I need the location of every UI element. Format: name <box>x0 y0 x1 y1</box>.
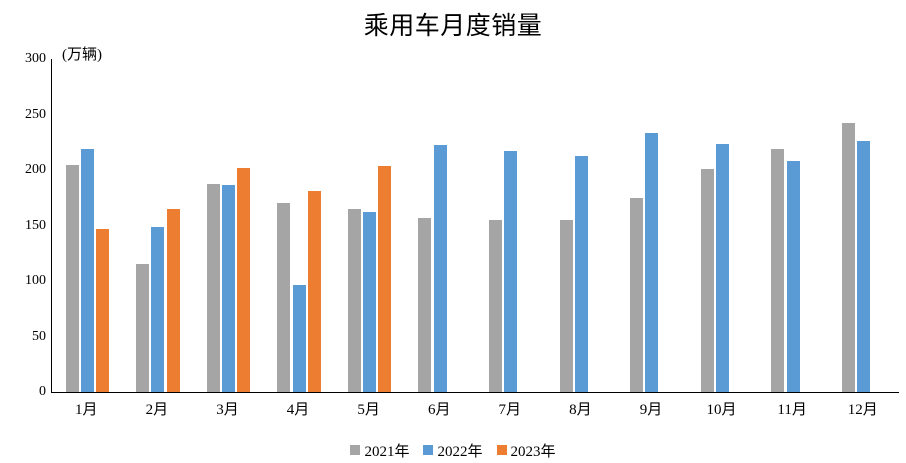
x-axis-label-6月: 6月 <box>427 402 451 418</box>
y-axis-label-50: 50 <box>32 328 46 344</box>
bar-2023年-2月 <box>166 208 180 392</box>
bar-2022年-9月 <box>645 133 659 392</box>
x-axis-label-4月: 4月 <box>286 402 310 418</box>
x-axis-label-12月: 12月 <box>847 402 878 418</box>
y-axis-label-200: 200 <box>25 162 46 177</box>
bar-2021年-3月 <box>206 184 220 392</box>
legend-swatch-icon <box>423 445 434 455</box>
bar-2023年-3月 <box>237 168 251 392</box>
bar-2021年-6月 <box>418 217 432 392</box>
legend-item-2021年: 2021年 <box>350 440 409 461</box>
x-axis-label-5月: 5月 <box>357 402 380 418</box>
plot-area <box>51 59 899 393</box>
y-axis-unit-label: (万辆) <box>62 47 102 63</box>
legend-swatch-icon <box>350 445 361 455</box>
bar-2023年-4月 <box>307 190 321 392</box>
bar-2023年-5月 <box>378 166 392 392</box>
bar-2021年-7月 <box>489 219 503 392</box>
legend-item-2022年: 2022年 <box>423 440 483 461</box>
bar-2021年-2月 <box>136 263 150 392</box>
chart-legend: 2021年 2022年 2023年 <box>0 440 906 460</box>
bar-2021年-12月 <box>841 123 855 392</box>
y-axis-label-250: 250 <box>25 106 46 122</box>
x-axis-label-10月: 10月 <box>706 402 737 418</box>
legend-label: 2022年 <box>437 443 483 460</box>
bar-2021年-4月 <box>277 202 291 392</box>
legend-swatch-icon <box>496 445 507 455</box>
y-axis-label-100: 100 <box>25 273 46 288</box>
bar-2023年-1月 <box>96 228 110 392</box>
x-axis-tick-labels: 1月 2月 3月 4月 5月 6月 7月 8月 9月 10月 11月 12月 <box>0 398 906 418</box>
x-axis-label-8月: 8月 <box>569 402 592 418</box>
x-axis-label-1月: 1月 <box>75 402 98 418</box>
legend-label: 2023年 <box>510 443 556 460</box>
bar-2022年-7月 <box>504 150 518 392</box>
bar-2022年-2月 <box>151 226 165 392</box>
bar-2022年-8月 <box>574 156 588 392</box>
bar-2021年-5月 <box>347 209 361 392</box>
x-axis-label-3月: 3月 <box>216 402 239 418</box>
legend-label: 2021年 <box>364 443 410 460</box>
bar-2021年-8月 <box>559 219 573 392</box>
bar-2021年-9月 <box>630 197 644 392</box>
legend-item-2023年: 2023年 <box>496 440 556 461</box>
y-axis-label-150: 150 <box>25 217 46 233</box>
x-axis-label-11月: 11月 <box>777 402 807 418</box>
bar-2021年-11月 <box>771 148 785 392</box>
x-axis-label-7月: 7月 <box>498 402 522 418</box>
bar-2022年-10月 <box>716 144 730 392</box>
y-axis-label-0: 0 <box>39 384 46 399</box>
bar-2022年-5月 <box>363 211 377 392</box>
y-axis-label-300: 300 <box>25 51 46 66</box>
x-axis-label-9月: 9月 <box>639 402 663 418</box>
bar-2021年-10月 <box>700 169 714 392</box>
bar-2022年-11月 <box>786 161 800 392</box>
bar-2022年-3月 <box>221 185 235 392</box>
bar-2022年-4月 <box>292 284 306 392</box>
bar-2022年-12月 <box>857 140 871 392</box>
x-axis-label-2月: 2月 <box>145 402 169 418</box>
bar-2022年-1月 <box>80 149 94 392</box>
y-axis-tick-labels: 0 50 100 150 200 250 300 <box>0 0 50 463</box>
chart-title: 乘用车月度销量 <box>363 13 543 40</box>
bar-2022年-6月 <box>433 145 447 392</box>
bar-2021年-1月 <box>65 165 79 392</box>
